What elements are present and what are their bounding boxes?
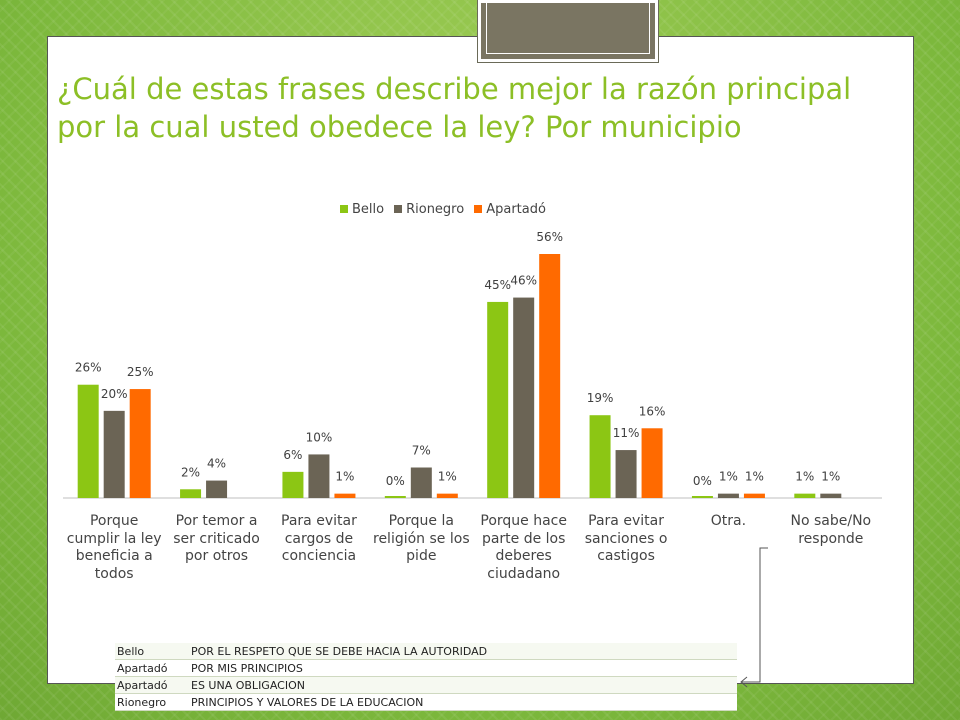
legend-label: Apartadó [486,201,546,217]
bar [717,493,739,498]
data-label: 16% [639,404,666,418]
table-row: Apartadó ES UNA OBLIGACION [115,676,737,694]
data-label: 1% [745,470,764,484]
bar [794,493,816,498]
data-label: 1% [335,470,354,484]
respuesta-cell: POR EL RESPETO QUE SE DEBE HACIA LA AUTO… [189,643,737,660]
bar [487,301,509,498]
bar [308,454,330,498]
bar [206,480,228,498]
data-label: 56% [536,230,563,244]
legend-item: Rionegro [394,202,464,217]
slide-panel [47,36,914,684]
bar [282,471,304,498]
data-label: 20% [101,387,128,401]
data-label: 1% [719,470,738,484]
table-row: Bello POR EL RESPETO QUE SE DEBE HACIA LA… [115,643,737,660]
category-label: Por temor a ser criticado por otros [173,513,260,564]
legend-label: Rionegro [406,201,465,217]
bar [180,489,202,498]
bar [384,496,406,498]
bar [641,428,663,498]
data-label: 7% [412,444,431,458]
data-label: 1% [438,470,457,484]
data-label: 0% [386,474,405,488]
legend-swatch [340,205,348,213]
table-row: Rionegro PRINCIPIOS Y VALORES DE LA EDUCA… [115,693,737,711]
bar [513,297,535,498]
data-label: 46% [510,274,537,288]
bar [410,467,432,498]
legend-item: Apartadó [474,202,546,217]
notes-table: Bello POR EL RESPETO QUE SE DEBE HACIA LA… [115,643,737,711]
data-label: 25% [127,365,154,379]
data-label: 6% [283,448,302,462]
respuesta-cell: PRINCIPIOS Y VALORES DE LA EDUCACION [189,693,737,711]
bar [129,389,151,498]
category-label: No sabe/No responde [790,513,872,547]
data-label: 45% [484,278,511,292]
data-label: 19% [587,391,614,405]
table-row: Apartadó POR MIS PRINCIPIOS [115,659,737,677]
bar [436,493,458,498]
slide-title: ¿Cuál de estas frases describe mejor la … [57,72,852,144]
data-label: 4% [207,457,226,471]
legend-label: Bello [352,201,385,217]
respuesta-cell: ES UNA OBLIGACION [189,676,737,694]
municipio-cell: Apartadó [115,659,189,677]
arrow-head-icon [740,676,748,688]
legend-item: Bello [340,202,384,217]
category-label: Para evitar cargos de conciencia [281,513,357,564]
bar [77,384,99,498]
bar [615,450,637,498]
category-label: Porque la religión se los pide [373,513,470,564]
bar [334,493,356,498]
chart-legend: Bello Rionegro Apartadó [340,200,556,218]
municipio-cell: Apartadó [115,676,189,694]
data-label: 2% [181,465,200,479]
data-label: 1% [795,470,814,484]
data-label: 11% [613,426,640,440]
data-label: 10% [306,430,333,444]
bar [539,254,561,498]
connector-arrow [742,547,768,683]
bar [691,496,713,498]
bar [103,410,125,498]
data-label: 1% [821,470,840,484]
bar [743,493,765,498]
category-label: Porque hace parte de los deberes ciudada… [480,513,567,582]
category-label: Para evitar sanciones o castigos [584,513,668,564]
bar [820,493,842,498]
legend-swatch [474,205,483,213]
decorative-frame [477,0,659,63]
respuesta-cell: POR MIS PRINCIPIOS [189,659,737,677]
municipio-cell: Bello [115,643,189,660]
category-label: Porque cumplir la ley beneficia a todos [66,513,162,582]
bar [589,415,611,498]
municipio-cell: Rionegro [115,693,189,711]
data-label: 26% [75,361,102,375]
category-label: Otra. [710,513,747,529]
data-label: 0% [693,474,712,488]
legend-swatch [394,205,403,213]
